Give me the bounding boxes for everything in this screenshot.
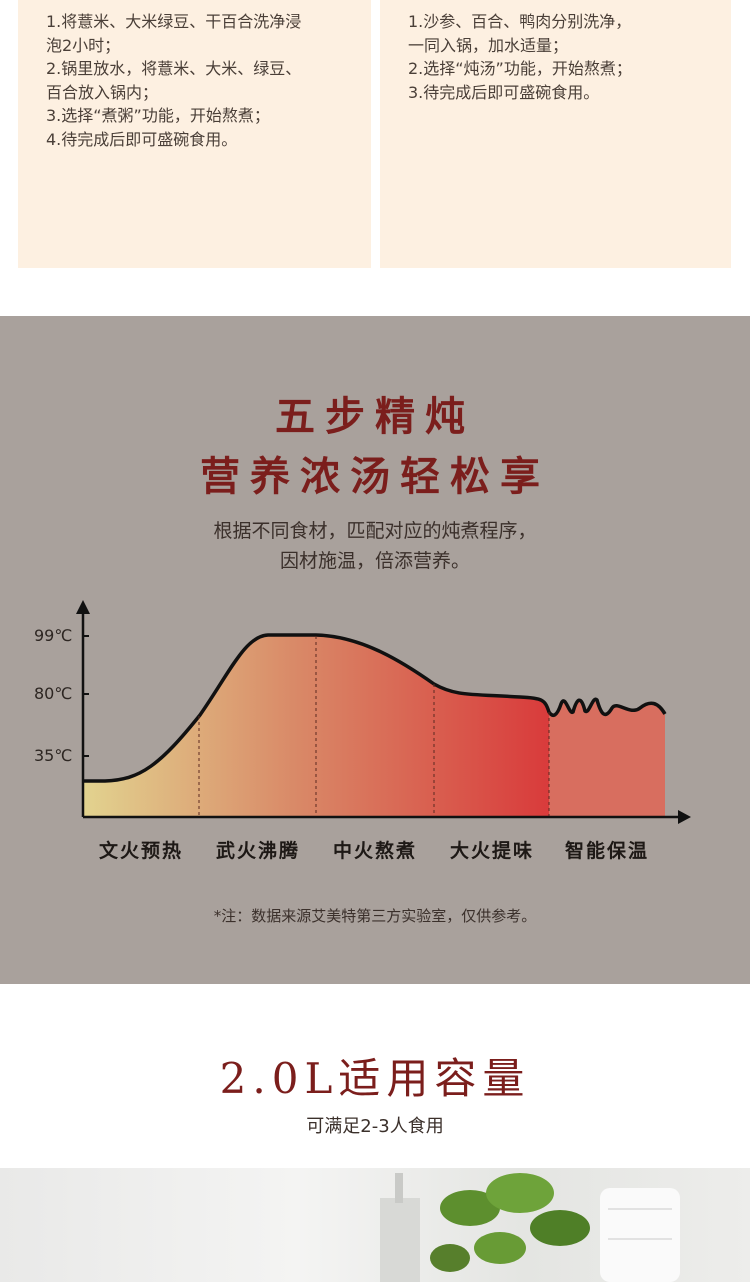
feature-subtitle-line1: 根据不同食材，匹配对应的炖煮程序， — [213, 520, 537, 542]
x-axis-arrow-icon — [678, 810, 691, 824]
recipe-step: 1.将薏米、大米绿豆、干百合洗净浸 — [46, 12, 302, 31]
stage-label: 智能保温 — [564, 840, 649, 862]
feature-subtitle-line2: 因材施温，倍添营养。 — [279, 550, 470, 572]
stage-label: 武火沸腾 — [215, 840, 300, 862]
feature-title-line1: 五步精炖 — [275, 393, 475, 440]
data-note: *注：数据来源艾美特第三方实验室，仅供参考。 — [213, 907, 537, 925]
y-tick-label: 99℃ — [34, 626, 73, 645]
capacity-title: 2.0L适用容量 — [219, 1054, 531, 1103]
stage-label: 文火预热 — [98, 840, 183, 862]
stage-label: 大火提味 — [449, 840, 534, 862]
y-tick-label: 35℃ — [34, 746, 73, 765]
curve-line — [83, 633, 667, 783]
recipe-step: 一同入锅，加水适量； — [408, 35, 569, 55]
product-photo — [0, 1168, 750, 1282]
recipe-card-porridge: 1.将薏米、大米绿豆、干百合洗净浸 泡2小时； 2.锅里放水，将薏米、大米、绿豆… — [18, 0, 371, 268]
capacity-subtitle: 可满足2-3人食用 — [306, 1116, 444, 1137]
recipe-step: 4.待完成后即可盛碗食用。 — [46, 129, 238, 149]
curve-fill-keep-warm — [549, 699, 665, 817]
y-tick-label: 80℃ — [34, 684, 73, 703]
plant-image — [380, 1173, 680, 1282]
recipe-step: 2.锅里放水，将薏米、大米、绿豆、 — [46, 59, 302, 78]
feature-title-line2: 营养浓汤轻松享 — [200, 453, 550, 500]
stage-label: 中火熬煮 — [332, 840, 417, 862]
recipe-step: 泡2小时； — [46, 35, 121, 55]
y-axis-arrow-icon — [76, 600, 90, 614]
recipe-step: 百合放入锅内； — [46, 82, 159, 102]
recipe-step: 3.待完成后即可盛碗食用。 — [408, 82, 600, 102]
recipe-step: 3.选择“煮粥”功能，开始熬煮； — [46, 106, 270, 125]
recipe-step: 1.沙参、百合、鸭肉分别洗净， — [408, 12, 632, 31]
recipe-card-soup: 1.沙参、百合、鸭肉分别洗净， 一同入锅，加水适量； 2.选择“炖汤”功能，开始… — [380, 0, 731, 268]
recipe-step: 2.选择“炖汤”功能，开始熬煮； — [408, 59, 632, 78]
